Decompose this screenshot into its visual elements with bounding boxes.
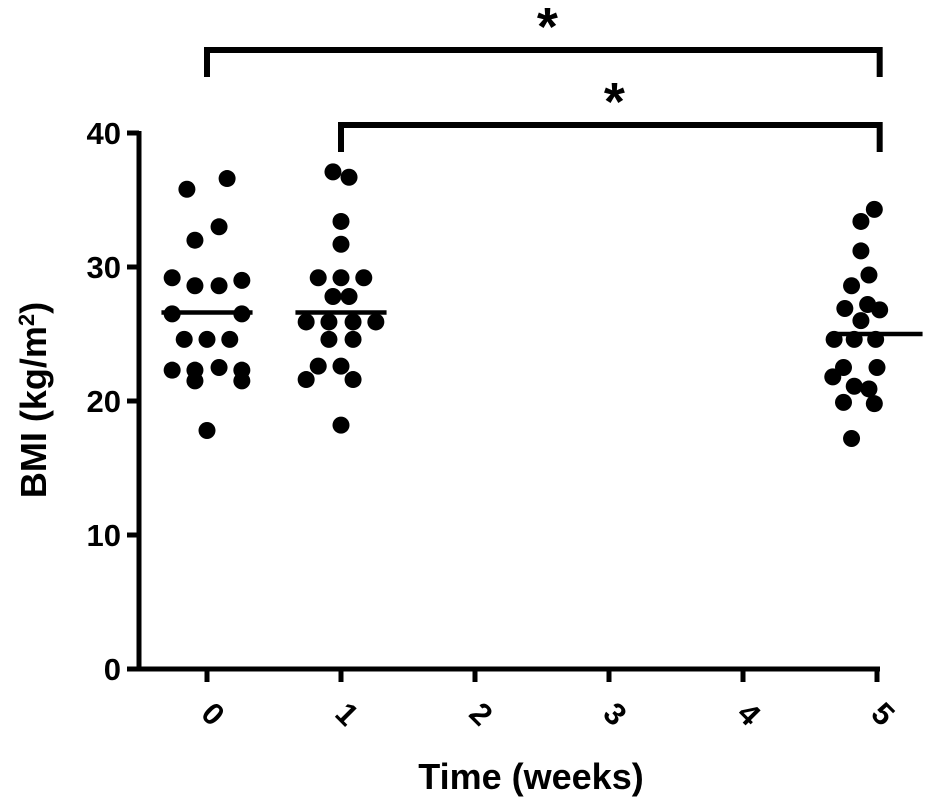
y-axis-title-superscript: 2 [14,314,39,326]
data-point [297,313,315,331]
x-tick-label: 3 [597,696,634,733]
data-point [865,395,883,413]
data-point [367,313,385,331]
data-point [297,371,315,389]
x-tick-label: 1 [329,696,366,733]
data-point [332,212,350,230]
significance-bracket [204,47,883,77]
y-tick-label: 40 [87,116,121,151]
significance-brackets: ** [204,0,883,152]
data-point [332,269,350,287]
data-point [163,269,181,287]
data-point [178,180,196,198]
y-tick-label: 0 [104,652,121,687]
data-point [324,287,342,305]
data-point [860,266,878,284]
data-point [198,421,216,439]
data-point [835,393,852,411]
data-point [852,242,870,260]
data-point [843,277,861,295]
y-axis-title-main: BMI (kg/m [13,326,54,498]
data-point [221,330,239,348]
data-point [186,372,204,390]
data-point [309,357,327,375]
data-point [332,357,350,375]
data-point [324,163,342,181]
x-tick-label: 2 [463,696,500,733]
data-point [344,371,362,389]
data-point [852,212,870,230]
data-point [210,218,228,236]
data-point [332,416,350,434]
data-point [233,372,251,390]
y-tick-label: 20 [87,384,121,419]
data-point [210,359,228,376]
significance-star: * [604,72,625,132]
data-point [198,330,216,348]
data-points [163,163,889,448]
x-axis-ticks: 0 1 2 3 4 5 [195,669,902,733]
data-point [852,312,870,330]
x-tick-label: 4 [731,696,768,733]
data-point [868,359,886,376]
data-point [355,269,373,287]
data-point [843,430,861,448]
x-tick-label: 0 [195,696,232,733]
data-point [163,361,181,379]
data-point [344,313,362,331]
data-point [309,269,327,287]
data-point [320,313,338,331]
y-axis-title-close: ) [13,302,54,314]
x-tick-label: 5 [865,696,902,733]
data-point [860,380,878,398]
mean-lines [161,310,923,337]
y-tick-label: 30 [87,250,121,285]
significance-bracket [338,122,883,152]
y-axis-ticks: 0 10 20 30 40 [87,116,139,687]
y-axis-title: BMI (kg/m2) [13,302,54,498]
data-point [865,200,883,218]
data-point [344,330,362,348]
data-point [340,168,358,186]
x-axis-title: Time (weeks) [418,756,643,797]
data-point [836,300,854,318]
data-point [871,301,889,319]
data-point [210,277,228,295]
data-point [332,235,350,253]
data-point [218,170,236,188]
significance-star: * [537,0,558,57]
data-point [340,287,358,305]
data-point [824,368,842,386]
data-point [845,377,863,395]
data-point [186,277,204,295]
data-point [175,330,193,348]
data-point [186,231,204,249]
data-point [233,271,251,289]
y-tick-label: 10 [87,518,121,553]
data-point [320,330,338,348]
